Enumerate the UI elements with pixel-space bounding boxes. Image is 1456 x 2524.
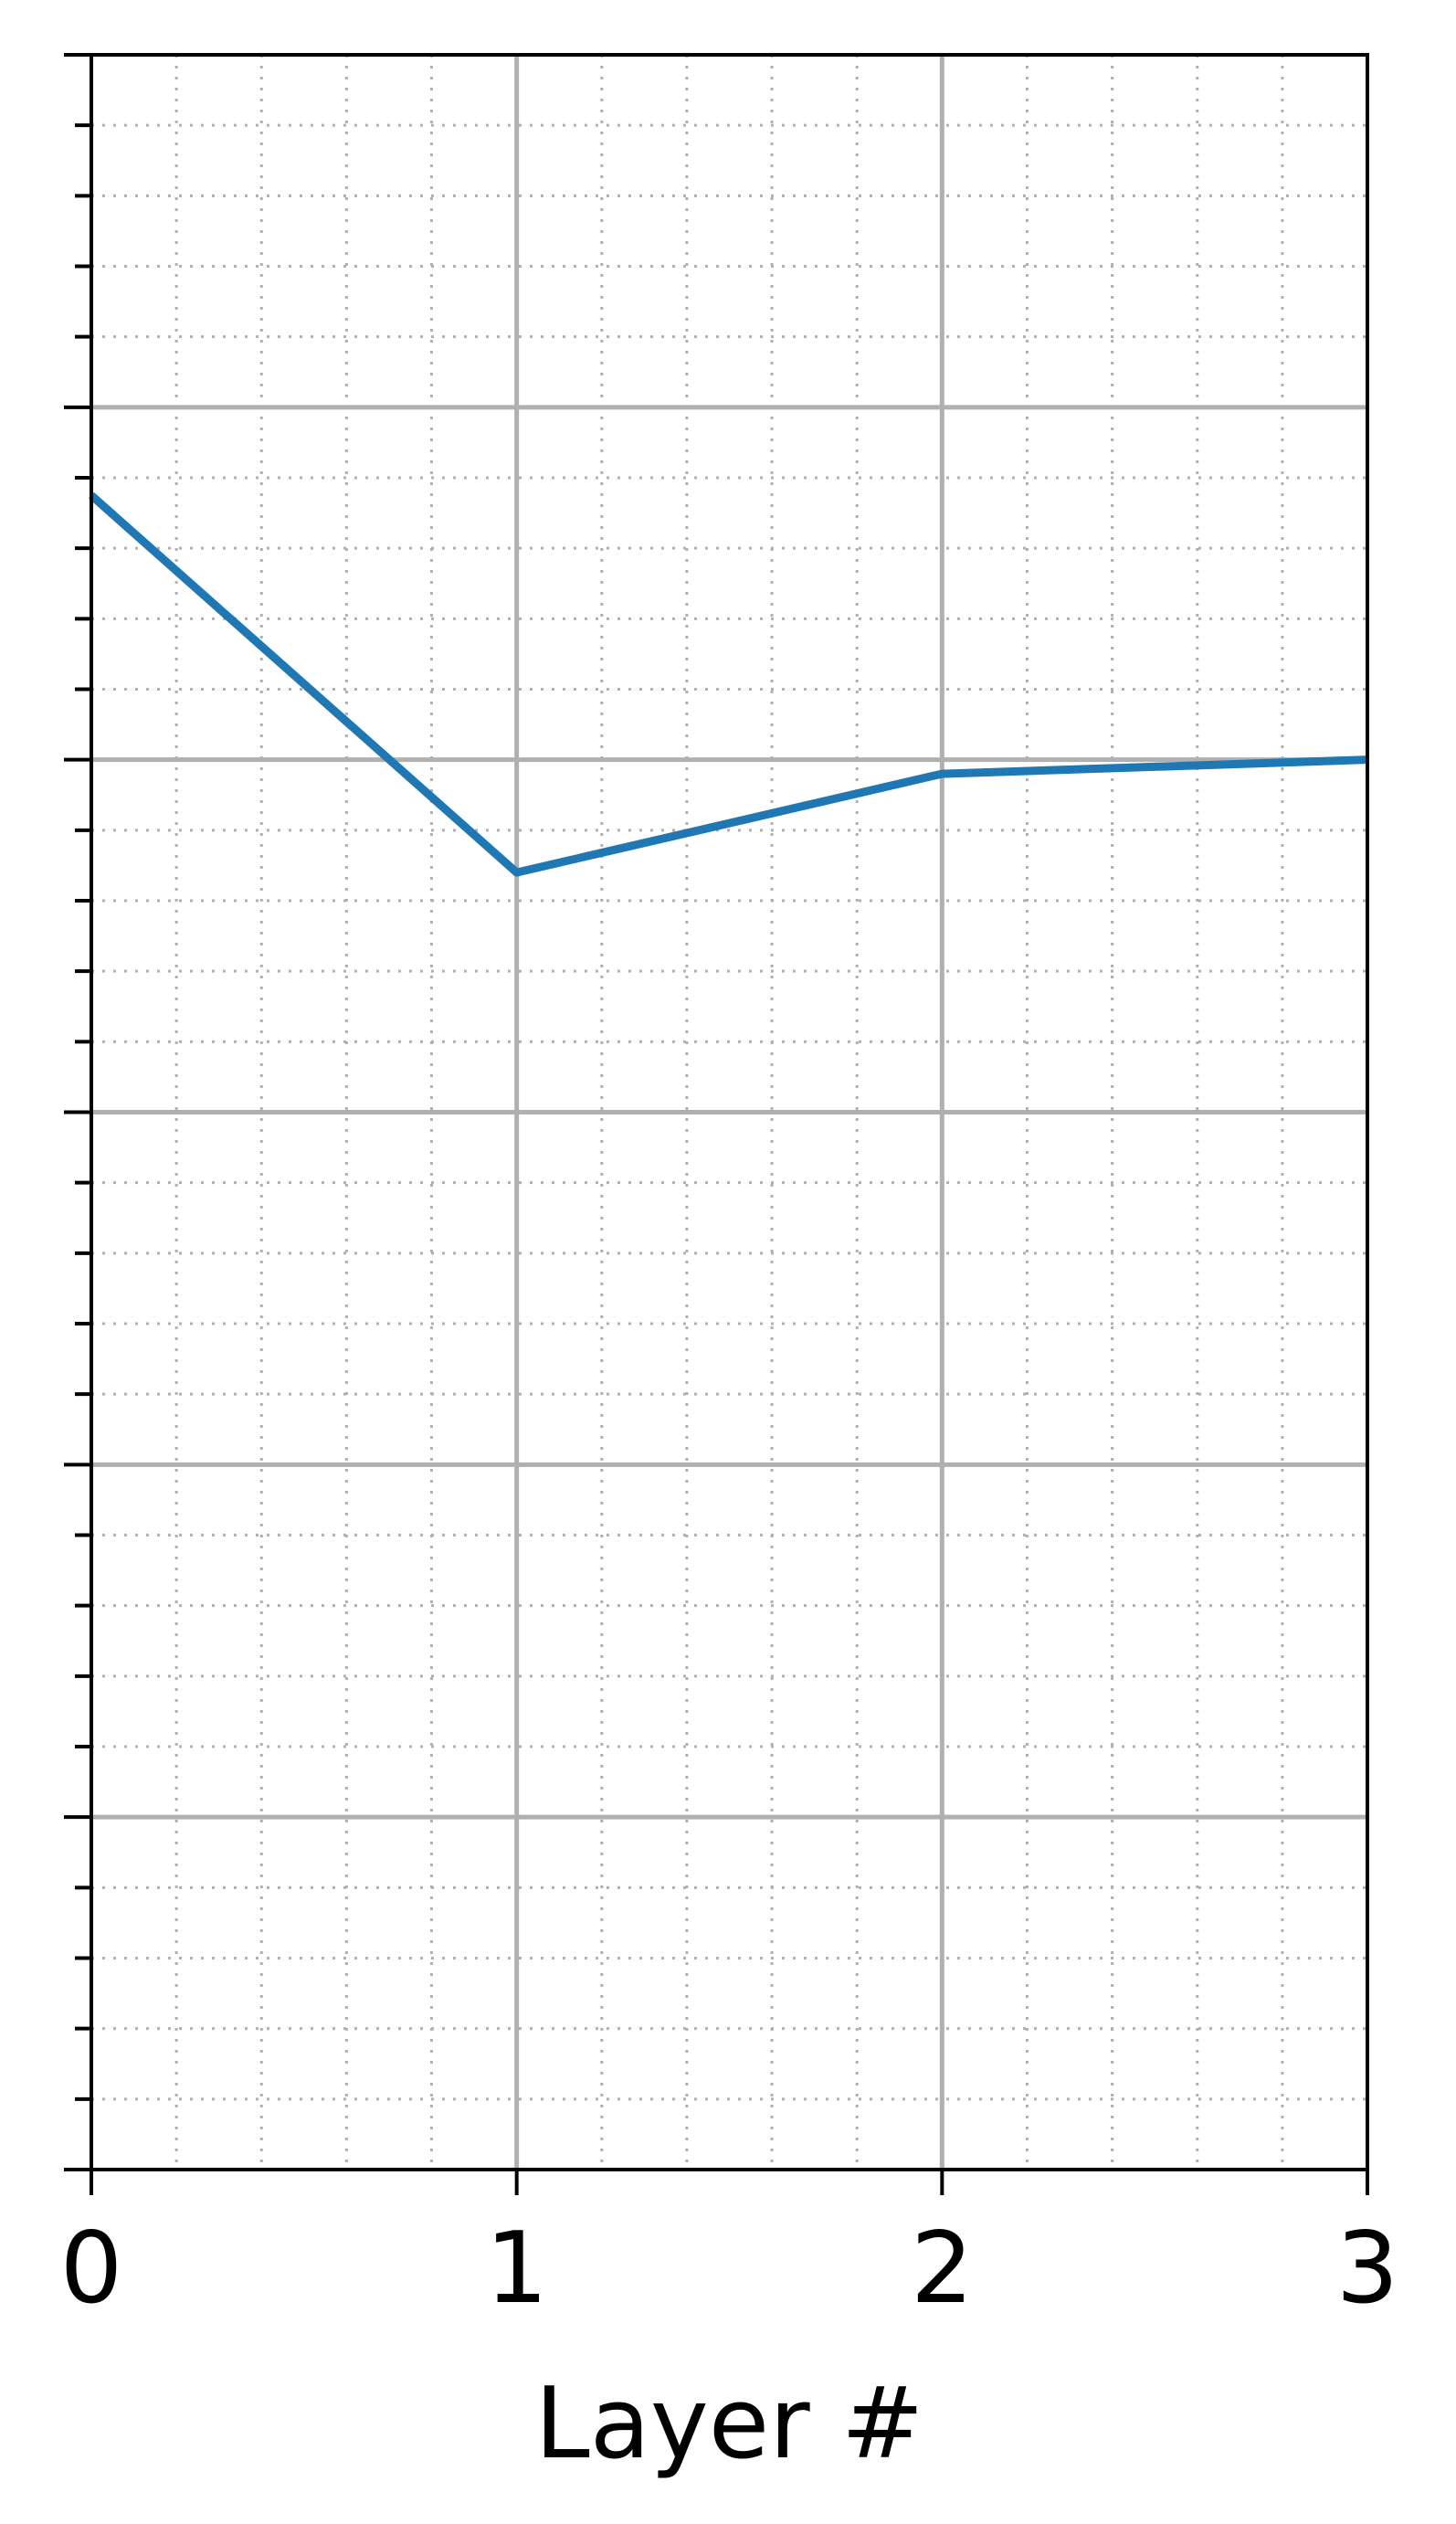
x-tick-labels: 0 1 2 3	[60, 2212, 1399, 2326]
x-tick-label: 2	[911, 2212, 974, 2326]
x-tick-label: 3	[1336, 2212, 1399, 2326]
axis-ticks	[64, 53, 1369, 2195]
series-layer	[89, 491, 1368, 877]
x-tick-label: 0	[60, 2212, 123, 2326]
x-tick-label: 1	[485, 2212, 548, 2326]
x-axis-label: Layer #	[535, 2367, 924, 2481]
series-line-1	[89, 491, 1368, 877]
major-grid	[91, 55, 1367, 2170]
